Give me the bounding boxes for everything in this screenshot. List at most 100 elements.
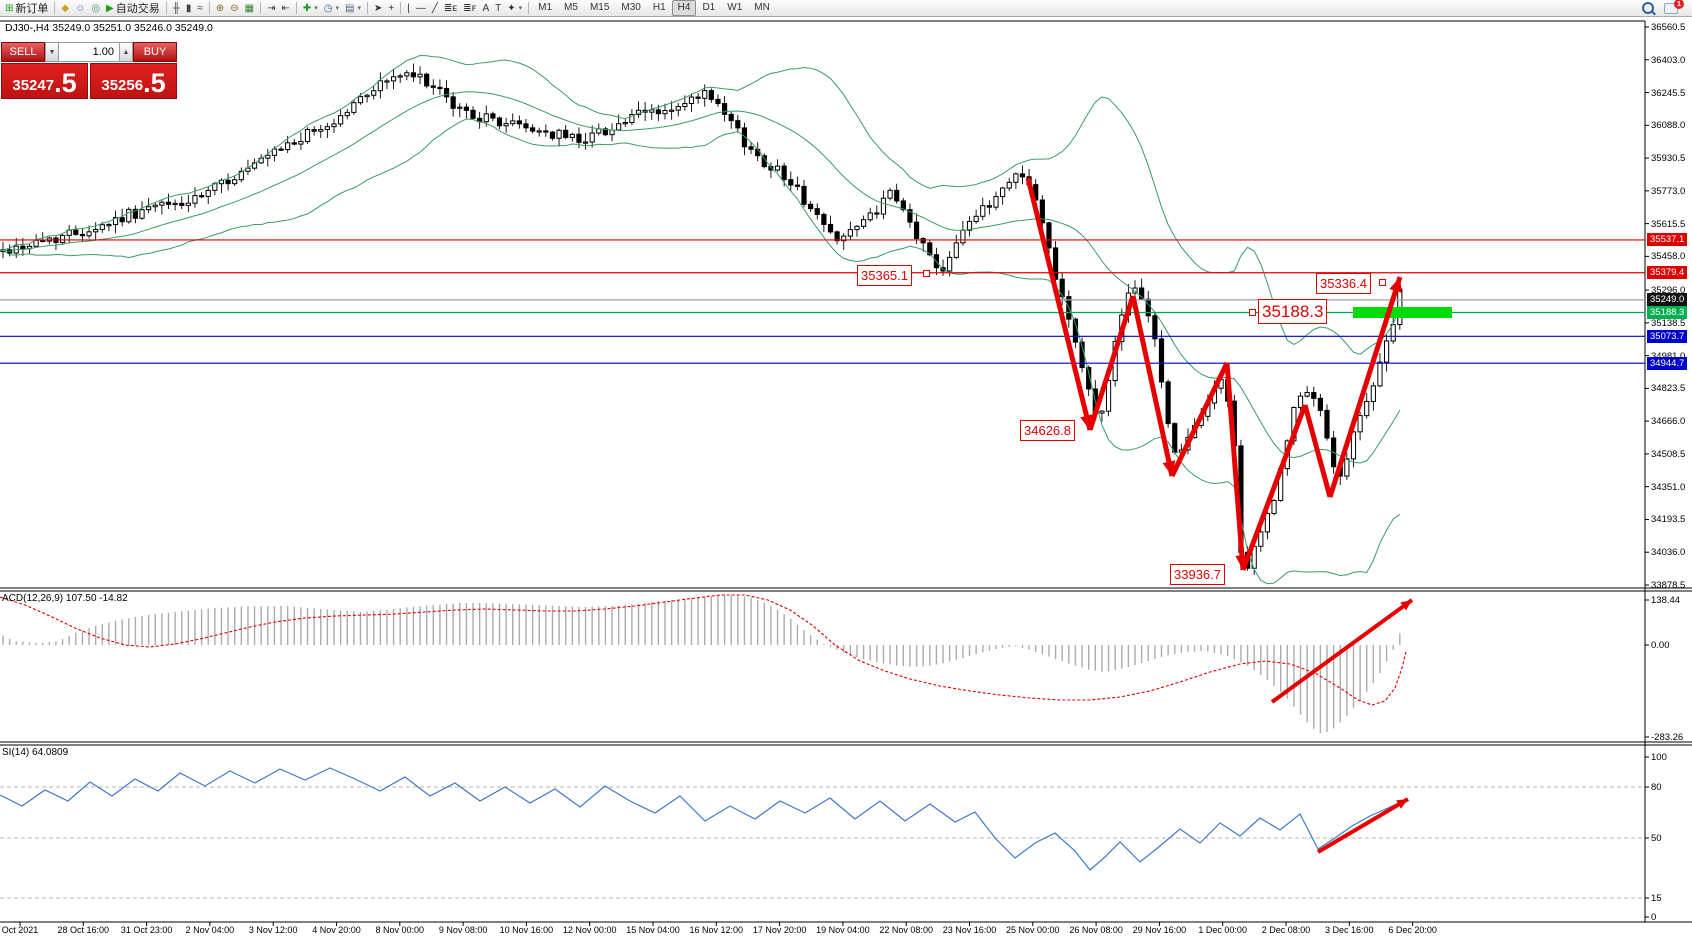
price-axis-tick: 36403.0	[1651, 54, 1686, 66]
price-annotation[interactable]: 34626.8	[1020, 420, 1075, 441]
timeframe-w1[interactable]: W1	[727, 2, 743, 13]
buy-price-main: 35256	[101, 77, 144, 94]
fibonacci-f-button[interactable]: ≣ꜰ	[460, 1, 479, 16]
zoom-out-button[interactable]: ⊖	[227, 1, 241, 16]
rsi-axis-tick: 50	[1651, 833, 1662, 844]
crosshair-icon: +	[388, 2, 395, 14]
period-icon: ◷	[323, 2, 333, 14]
new-order-button[interactable]: ⊞ 新订单	[2, 1, 51, 16]
timeframe-d1[interactable]: D1	[702, 2, 716, 13]
autotrade-button[interactable]: ▶ 自动交易	[103, 1, 163, 16]
macd-axis-tick: 138.44	[1651, 595, 1681, 606]
price-badge: 35537.1	[1647, 233, 1688, 247]
bollinger-middle-band	[2, 91, 1401, 464]
candlestick-chart-button[interactable]: ▮	[183, 1, 195, 16]
arrows-button[interactable]: ✦ ▾	[504, 1, 525, 16]
price-axis-tick: 34823.5	[1651, 383, 1686, 395]
macd-indicator-label: ACD(12,26,9) 107.50 -14.82	[2, 593, 128, 604]
bar-chart-icon: ╫	[172, 2, 180, 14]
rsi-indicator-label: SI(14) 64.0809	[2, 747, 69, 758]
price-axis-tick: 35458.0	[1651, 251, 1686, 263]
bar-chart-button[interactable]: ╫	[170, 1, 183, 16]
annotation-anchor	[1249, 309, 1256, 316]
timeframe-m15[interactable]: M15	[589, 2, 610, 13]
search-icon[interactable]	[1642, 2, 1654, 14]
chart-shift-button[interactable]: ⇤	[278, 1, 292, 16]
cursor-button[interactable]: ➤	[371, 1, 385, 16]
zoom-in-button[interactable]: ⊕	[213, 1, 227, 16]
price-annotation[interactable]: 35188.3	[1258, 299, 1328, 324]
price-axis-tick: 36245.5	[1651, 87, 1686, 99]
volume-down-button[interactable]: ▼	[45, 42, 59, 62]
text-label-button[interactable]: T	[492, 1, 504, 16]
time-axis-label: 3 Nov 12:00	[248, 925, 298, 935]
time-axis-label: 2 Dec 08:00	[1261, 925, 1311, 935]
buy-button[interactable]: BUY	[133, 42, 177, 62]
channel-e-button[interactable]: ≣ᴇ	[441, 1, 460, 16]
time-axis-label: 16 Nov 12:00	[689, 925, 744, 935]
bollinger-lower-band	[2, 118, 1401, 585]
price-axis-tick: 34981.0	[1651, 350, 1686, 362]
timeframe-mn[interactable]: MN	[754, 2, 770, 13]
horizontal-line-button[interactable]: —	[413, 1, 429, 16]
buy-price[interactable]: 35256 .5	[90, 63, 177, 99]
time-axis-label: 17 Nov 20:00	[752, 925, 807, 935]
macd-axis-tick: 0.00	[1651, 640, 1670, 651]
time-axis-label: 22 Nov 08:00	[879, 925, 933, 935]
candlestick-chart-icon: ▮	[185, 2, 192, 14]
price-axis-tick: 34351.0	[1651, 481, 1686, 493]
toolbar-separator	[367, 2, 368, 14]
add-indicator-button[interactable]: ✚ ▾	[300, 1, 321, 16]
volume-up-button[interactable]: ▲	[119, 42, 133, 62]
rsi-panel-divider[interactable]	[0, 740, 1692, 746]
period-button[interactable]: ◷ ▾	[321, 1, 342, 16]
zoom-in-icon: ⊕	[215, 2, 225, 14]
timeframe-h1[interactable]: H1	[652, 2, 666, 13]
price-annotation[interactable]: 35336.4	[1316, 273, 1371, 294]
toolbar-separator	[400, 2, 402, 14]
auto-scroll-button[interactable]: ⇥	[264, 1, 278, 16]
timeframe-m30[interactable]: M30	[621, 2, 641, 13]
arrows-icon: ✦	[507, 2, 516, 14]
time-axis-label: Oct 2021	[1, 925, 39, 935]
data-window-icon: ☺	[75, 2, 86, 14]
timeframe-m1[interactable]: M1	[538, 2, 553, 13]
navigator-button[interactable]: ◎	[88, 1, 103, 16]
sell-price-pip: .5	[54, 68, 77, 98]
autotrade-icon: ▶	[106, 2, 114, 14]
price-axis-tick: 34036.0	[1651, 547, 1686, 559]
rsi-axis-tick: 0	[1651, 912, 1657, 923]
market-watch-button[interactable]: ◆	[58, 1, 72, 16]
timeframe-h4[interactable]: H4	[671, 0, 697, 16]
tile-windows-button[interactable]: ▦	[242, 1, 257, 16]
data-window-button[interactable]: ☺	[72, 1, 88, 16]
volume-input[interactable]: 1.00	[59, 42, 119, 62]
template-button[interactable]: ▤ ▾	[342, 1, 364, 16]
time-axis-label: 1 Dec 00:00	[1198, 925, 1247, 935]
trendline-button[interactable]: ╱	[429, 1, 441, 16]
time-axis-label: 23 Nov 16:00	[942, 925, 997, 935]
timeframe-m5[interactable]: M5	[564, 2, 578, 13]
sell-button[interactable]: SELL	[1, 42, 45, 62]
price-annotation[interactable]: 35365.1	[857, 265, 912, 286]
notification-badge: 1	[1674, 0, 1684, 9]
toolbar-separator	[208, 2, 210, 14]
line-chart-button[interactable]: ≈	[194, 1, 206, 16]
trendline-icon: ╱	[431, 2, 438, 14]
text-button[interactable]: A	[479, 1, 492, 16]
time-axis-label: 4 Nov 20:00	[312, 925, 361, 935]
macd-panel-divider[interactable]	[0, 586, 1692, 592]
crosshair-button[interactable]: +	[385, 1, 397, 16]
line-chart-icon: ≈	[197, 2, 203, 14]
rsi-axis-tick: 15	[1651, 893, 1662, 904]
new-order-button-label: 新订单	[15, 3, 49, 15]
vertical-line-button[interactable]: |	[404, 1, 413, 16]
autotrade-button-label: 自动交易	[115, 3, 160, 15]
chat-icon[interactable]: 1	[1664, 0, 1684, 14]
price-annotation[interactable]: 33936.7	[1170, 564, 1225, 585]
fibonacci-f-icon: ≣ꜰ	[463, 2, 477, 14]
time-axis-label: 26 Nov 08:00	[1069, 925, 1123, 935]
sell-price[interactable]: 35247 .5	[1, 63, 88, 99]
